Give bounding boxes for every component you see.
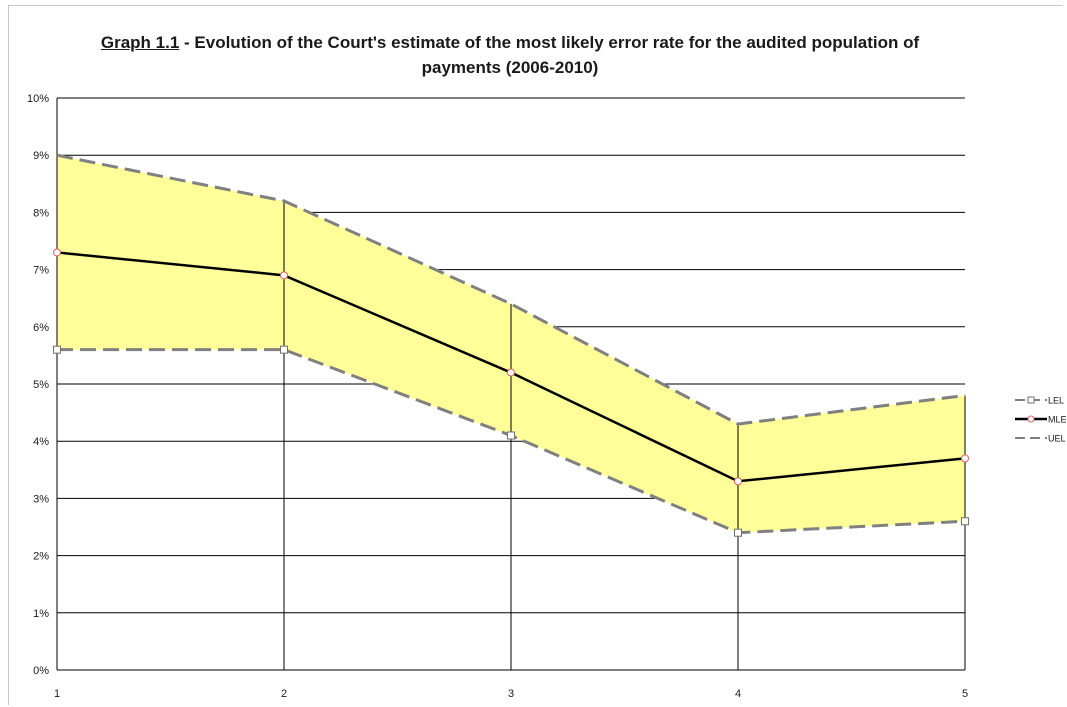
marker-lel (280, 345, 288, 354)
series-line-uel (56, 153, 966, 426)
marker-mle (961, 454, 969, 463)
marker-lel (507, 431, 515, 440)
y-tick-label: 3% (33, 493, 49, 505)
y-tick-label: 2% (33, 551, 49, 563)
marker-lel (961, 517, 969, 526)
y-tick-label: 6% (33, 322, 49, 334)
marker-mle (280, 271, 288, 280)
marker-lel (53, 345, 61, 354)
x-tick-label: 4 (735, 688, 741, 700)
chart-title-prefix: Graph 1.1 (100, 33, 180, 52)
legend-marker-mle (1027, 415, 1035, 423)
y-tick-label: 0% (33, 665, 49, 677)
y-tick-label: 9% (33, 150, 49, 162)
legend-label-mle: MLE (1048, 415, 1067, 425)
chart-frame (8, 5, 1063, 705)
marker-mle (53, 248, 61, 257)
legend-marker-lel (1027, 396, 1035, 404)
y-tick-label: 7% (33, 265, 49, 277)
marker-mle (507, 368, 515, 377)
x-tick-label: 3 (508, 688, 514, 700)
legend-label-lel: LEL (1048, 396, 1064, 406)
y-tick-label: 10% (27, 93, 49, 105)
legend-label-uel: UEL (1048, 434, 1066, 444)
marker-mle (734, 477, 742, 486)
chart-title: Graph 1.1 - Evolution of the Court's est… (60, 30, 960, 80)
y-tick-label: 8% (33, 207, 49, 219)
chart-title-text: - Evolution of the Court's estimate of t… (179, 33, 920, 77)
y-tick-label: 1% (33, 608, 49, 620)
marker-lel (734, 528, 742, 537)
x-tick-label: 5 (962, 688, 968, 700)
x-tick-label: 1 (54, 688, 60, 700)
x-tick-label: 2 (281, 688, 287, 700)
y-tick-label: 5% (33, 379, 49, 391)
y-tick-label: 4% (33, 436, 49, 448)
